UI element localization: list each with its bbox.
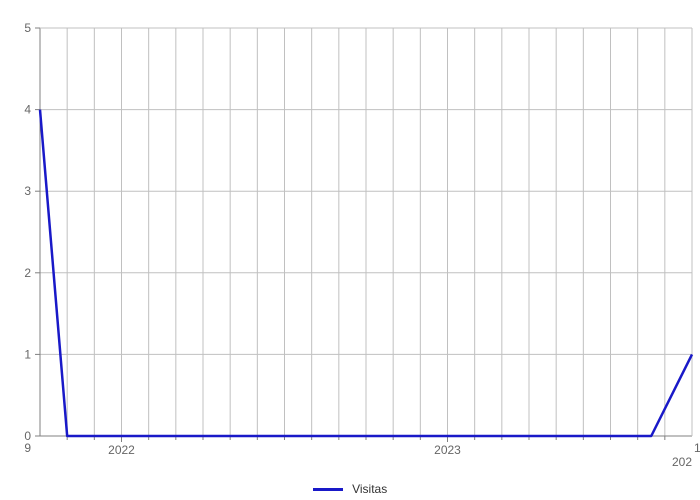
legend-label: Visitas [352, 482, 387, 496]
chart-legend: Visitas [0, 482, 700, 496]
svg-text:4: 4 [24, 103, 31, 117]
svg-text:1: 1 [24, 347, 31, 361]
svg-text:3: 3 [24, 184, 31, 198]
svg-text:2: 2 [24, 266, 31, 280]
svg-text:2022: 2022 [108, 443, 135, 457]
chart-svg: 01234591220222023202 [0, 0, 700, 500]
svg-text:2023: 2023 [434, 443, 461, 457]
legend-swatch [313, 488, 343, 491]
svg-text:202: 202 [672, 455, 692, 469]
visits-line-chart: Visitas 2024 de Koerhuis Beheer B.V. (Ho… [0, 0, 700, 500]
svg-text:9: 9 [24, 441, 31, 455]
svg-text:5: 5 [24, 21, 31, 35]
svg-text:12: 12 [694, 441, 700, 455]
